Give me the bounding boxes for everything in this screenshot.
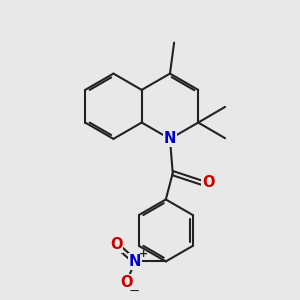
Text: O: O — [120, 275, 133, 290]
Text: O: O — [202, 176, 215, 190]
Text: N: N — [164, 131, 176, 146]
Text: +: + — [139, 249, 148, 259]
Text: N: N — [129, 254, 141, 269]
Text: O: O — [110, 237, 122, 252]
Text: −: − — [129, 284, 140, 298]
